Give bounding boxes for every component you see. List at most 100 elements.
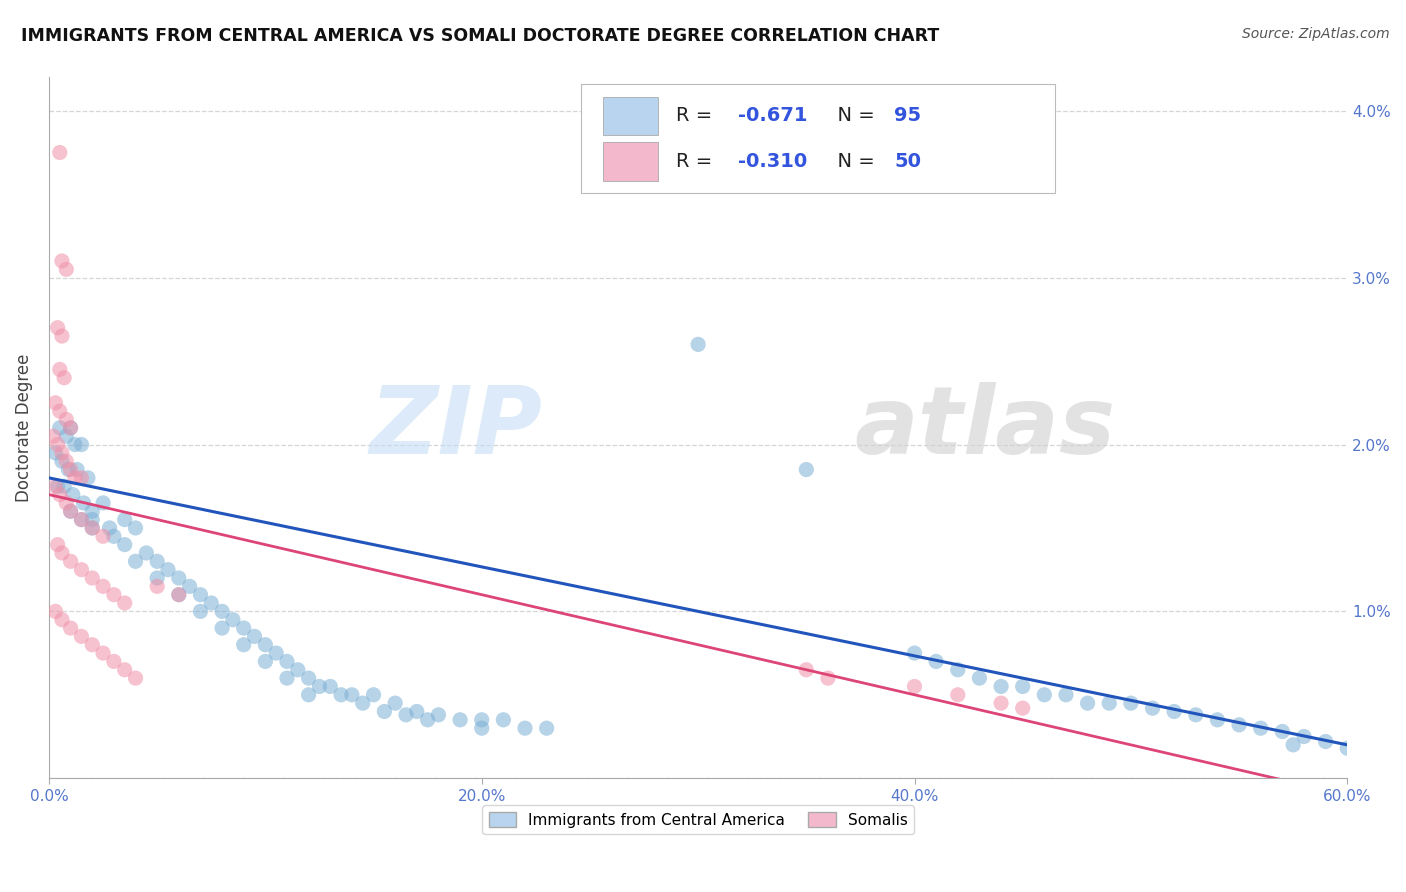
Point — [536, 721, 558, 735]
Point — [124, 554, 146, 568]
Point — [51, 454, 73, 468]
Point — [990, 696, 1012, 710]
Point — [98, 521, 121, 535]
Point — [91, 646, 114, 660]
Point — [91, 496, 114, 510]
FancyBboxPatch shape — [603, 96, 658, 136]
Point — [114, 513, 136, 527]
Text: R =: R = — [676, 152, 718, 171]
Text: N =: N = — [825, 106, 882, 126]
Point — [114, 538, 136, 552]
Point — [405, 705, 427, 719]
Point — [298, 688, 321, 702]
Point — [688, 337, 710, 351]
Point — [82, 521, 104, 535]
Point — [167, 588, 190, 602]
Point — [308, 680, 330, 694]
Point — [211, 621, 233, 635]
Point — [156, 563, 179, 577]
Point — [51, 329, 73, 343]
Point — [49, 362, 72, 376]
Point — [471, 713, 494, 727]
Point — [46, 538, 69, 552]
Point — [70, 471, 93, 485]
Point — [794, 663, 817, 677]
Point — [49, 487, 72, 501]
Point — [363, 688, 385, 702]
Point — [70, 513, 93, 527]
Point — [1119, 696, 1142, 710]
Point — [124, 521, 146, 535]
Point — [373, 705, 395, 719]
Point — [49, 404, 72, 418]
Point — [70, 513, 93, 527]
Y-axis label: Doctorate Degree: Doctorate Degree — [15, 353, 32, 502]
Point — [946, 688, 969, 702]
Point — [146, 579, 169, 593]
Point — [1315, 734, 1337, 748]
Legend: Immigrants from Central America, Somalis: Immigrants from Central America, Somalis — [482, 805, 914, 834]
Point — [55, 262, 77, 277]
Point — [969, 671, 991, 685]
Point — [53, 371, 76, 385]
Point — [352, 696, 374, 710]
Point — [298, 671, 321, 685]
Point — [70, 563, 93, 577]
Point — [1184, 707, 1206, 722]
Point — [63, 437, 86, 451]
Point — [46, 437, 69, 451]
Point — [1250, 721, 1272, 735]
Point — [167, 588, 190, 602]
Point — [1336, 741, 1358, 756]
Text: IMMIGRANTS FROM CENTRAL AMERICA VS SOMALI DOCTORATE DEGREE CORRELATION CHART: IMMIGRANTS FROM CENTRAL AMERICA VS SOMAL… — [21, 27, 939, 45]
Point — [925, 655, 948, 669]
Point — [51, 546, 73, 560]
Point — [1033, 688, 1056, 702]
Point — [49, 145, 72, 160]
Point — [51, 254, 73, 268]
Point — [135, 546, 157, 560]
Point — [330, 688, 353, 702]
Point — [82, 571, 104, 585]
Point — [1011, 701, 1033, 715]
Point — [59, 621, 82, 635]
Point — [53, 479, 76, 493]
Point — [42, 429, 65, 443]
Point — [51, 446, 73, 460]
Point — [46, 320, 69, 334]
Point — [51, 613, 73, 627]
Point — [513, 721, 536, 735]
Point — [70, 629, 93, 643]
FancyBboxPatch shape — [603, 142, 658, 181]
Text: 50: 50 — [894, 152, 921, 171]
Point — [124, 671, 146, 685]
Point — [44, 604, 66, 618]
Point — [114, 596, 136, 610]
Point — [55, 429, 77, 443]
Point — [794, 462, 817, 476]
Point — [59, 421, 82, 435]
Point — [449, 713, 471, 727]
Point — [46, 479, 69, 493]
Point — [63, 471, 86, 485]
Point — [1011, 680, 1033, 694]
Point — [58, 462, 80, 476]
Point — [254, 655, 277, 669]
Point — [1206, 713, 1229, 727]
Point — [44, 446, 66, 460]
Point — [66, 462, 89, 476]
Point — [1142, 701, 1164, 715]
Point — [190, 604, 212, 618]
Point — [146, 571, 169, 585]
Point — [427, 707, 450, 722]
Point — [264, 646, 287, 660]
Point — [77, 471, 100, 485]
Point — [59, 421, 82, 435]
Point — [946, 663, 969, 677]
Point — [1077, 696, 1099, 710]
Point — [91, 529, 114, 543]
Point — [59, 462, 82, 476]
Text: R =: R = — [676, 106, 718, 126]
Point — [1282, 738, 1305, 752]
Point — [222, 613, 245, 627]
